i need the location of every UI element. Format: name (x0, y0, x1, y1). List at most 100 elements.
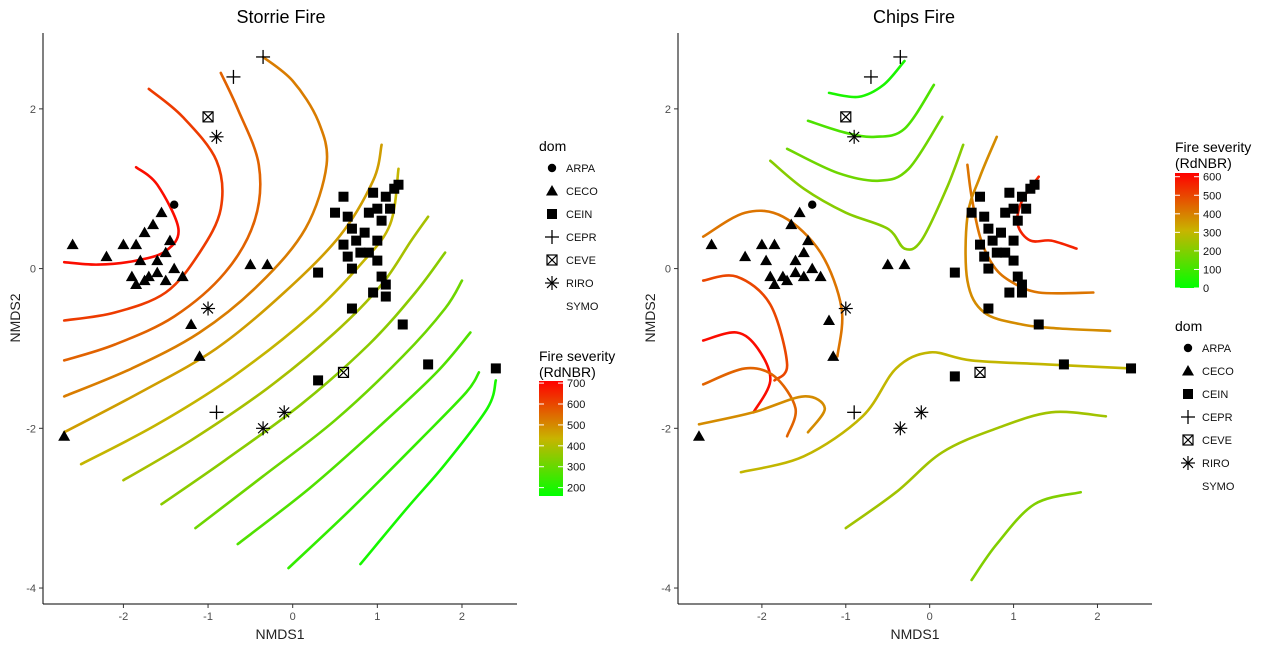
data-point-cein (1021, 203, 1032, 214)
x-tick-label: -2 (119, 611, 129, 623)
color-tick-label: 600 (1203, 172, 1221, 184)
shape-legend-title: dom (1175, 318, 1202, 334)
data-point-ceco (151, 254, 164, 266)
x-tick-label: 0 (927, 611, 933, 623)
y-tick-label: -4 (26, 583, 36, 595)
color-tick-label: 600 (567, 399, 585, 411)
legend-symbol (545, 230, 559, 244)
data-point-arpa (169, 200, 179, 209)
color-tick-label: 200 (567, 483, 585, 495)
data-point-cein (330, 207, 341, 218)
data-point-ceco (147, 218, 160, 230)
data-point-ceco (692, 430, 705, 441)
data-point-ceco (100, 250, 113, 262)
x-stroke (202, 111, 214, 123)
data-point-ceco (159, 246, 172, 258)
data-point-ceco (898, 258, 911, 270)
data-point-ceve (974, 366, 986, 379)
data-point-ceco (814, 270, 827, 282)
color-legend-ticks: 700 600 500 400 300 200 (539, 378, 585, 495)
legend-label: SYMO (1202, 481, 1235, 493)
data-point-cein (351, 235, 362, 246)
color-tick-label: 0 (1203, 283, 1209, 295)
data-point-cein (346, 303, 357, 314)
contour-line (194, 279, 464, 530)
data-point-cepr (209, 405, 224, 420)
y-tick-label: 0 (30, 264, 36, 276)
color-legend-title-line1: Fire severity (539, 348, 615, 364)
legend-label: RIRO (566, 278, 594, 290)
data-point-cein (983, 303, 994, 314)
data-point-ceco (134, 254, 147, 266)
color-tick-label: 400 (1203, 209, 1221, 221)
color-tick-label: 200 (1203, 246, 1221, 258)
data-point-cein (1008, 203, 1019, 214)
x-stroke (546, 254, 558, 266)
asterisk-stroke (211, 131, 222, 143)
x-tick-label: 2 (459, 611, 465, 623)
legend-label: SYMO (566, 301, 599, 313)
legend-item-cepr: CEPR (1181, 410, 1233, 424)
data-point-cepr (226, 69, 241, 84)
legend-item-ceco: CECO (546, 185, 598, 198)
x-axis-title: NMDS1 (255, 626, 304, 642)
contour-line (79, 167, 400, 466)
color-legend-title-line2: (RdNBR) (539, 364, 596, 380)
x-tick-label: -1 (841, 611, 851, 623)
asterisk-stroke (848, 131, 860, 143)
data-point-ceco (827, 350, 840, 361)
box-stroke (840, 111, 852, 123)
data-point-ceco (117, 238, 130, 250)
data-point-cein (1016, 279, 1027, 290)
legend-label: CEIN (566, 209, 592, 221)
contour-line (827, 59, 906, 99)
contour-line (769, 143, 965, 251)
y-axis-title: NMDS2 (7, 293, 23, 342)
data-point-cein (380, 291, 391, 302)
data-point-ceve (337, 366, 350, 379)
data-point-ceco (125, 270, 138, 282)
data-point-ceco (185, 318, 198, 329)
data-point-ceco (130, 278, 143, 290)
color-tick-label: 400 (567, 441, 585, 453)
legend-item-ceco: CECO (1182, 365, 1234, 378)
color-legend: Fire severity (RdNBR) 600 500 400 300 200 100… (1175, 139, 1251, 295)
contour-line (844, 410, 1108, 530)
legend-item-ceve: CEVE (546, 254, 596, 267)
contour-line (701, 331, 772, 414)
data-point-cein (363, 247, 374, 258)
color-tick-label: 300 (1203, 227, 1221, 239)
data-point-ceco (789, 266, 802, 278)
data-point-ceco (193, 350, 206, 361)
color-tick-label: 500 (567, 420, 585, 432)
shape-legend: dom ARPA CECO CEIN CEPR CEVE RIRO SYMO (539, 138, 599, 313)
data-point-ceco (797, 246, 810, 258)
x-tick-label: 0 (290, 611, 296, 623)
y-tick-label: 0 (665, 264, 671, 276)
data-point-arpa (808, 200, 817, 209)
contour-line (359, 379, 498, 566)
data-point-cein (987, 235, 998, 246)
legend-symbol (545, 276, 559, 290)
data-point-cein (975, 191, 986, 202)
contour-line (62, 87, 224, 322)
data-point-cein (342, 251, 353, 262)
data-point-cein (342, 211, 353, 222)
data-point-ceco (130, 238, 143, 250)
data-point-cein (313, 375, 324, 386)
data-point-ceco (789, 254, 802, 266)
contour-line (785, 115, 944, 183)
data-point-riro (893, 421, 908, 436)
data-point-cein (1008, 235, 1019, 246)
data-point-cein (376, 271, 387, 282)
data-point-cein (1012, 215, 1023, 226)
contour-line (806, 83, 936, 139)
x-tick-label: 1 (374, 611, 380, 623)
legend-symbol (1183, 343, 1193, 353)
y-tick-label: 2 (30, 104, 36, 116)
data-point-cein (1000, 247, 1011, 258)
legend-item-cepr: CEPR (545, 230, 597, 244)
data-point-riro (914, 405, 929, 420)
